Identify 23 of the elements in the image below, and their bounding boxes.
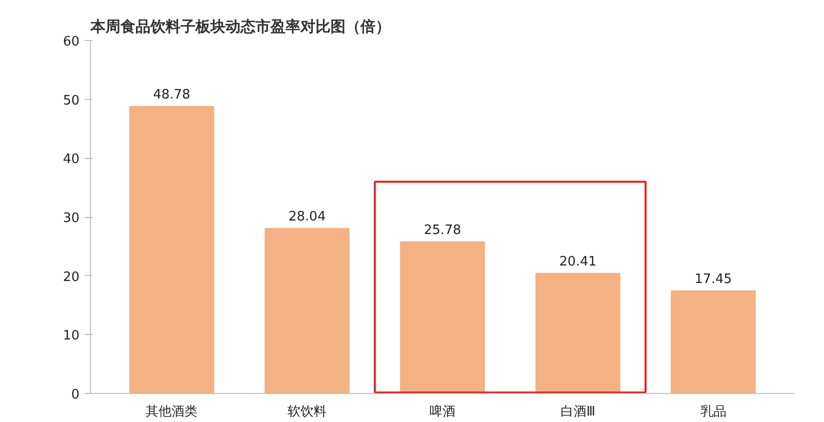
x-tick-label: 乳品 bbox=[700, 404, 726, 420]
bar bbox=[400, 241, 485, 394]
bar bbox=[129, 106, 214, 394]
x-tick-label: 白酒Ⅲ bbox=[560, 404, 596, 420]
data-label: 25.78 bbox=[424, 222, 462, 238]
y-tick-label: 60 bbox=[62, 34, 80, 50]
data-label: 20.41 bbox=[559, 254, 596, 270]
y-tick-label: 0 bbox=[71, 388, 80, 402]
chart-title: 本周食品饮料子板块动态市盈率对比图（倍） bbox=[90, 18, 390, 36]
x-tick-label: 啤酒 bbox=[430, 404, 456, 420]
y-tick-label: 50 bbox=[62, 93, 80, 108]
y-tick-label: 40 bbox=[62, 152, 80, 168]
y-tick-label: 20 bbox=[62, 270, 80, 285]
bar bbox=[264, 228, 350, 394]
y-tick-label: 30 bbox=[62, 211, 80, 226]
bar bbox=[535, 272, 620, 394]
y-tick-label: 10 bbox=[62, 328, 80, 344]
data-label: 48.78 bbox=[153, 88, 190, 103]
x-tick-label: 软饮料 bbox=[288, 404, 327, 420]
bar bbox=[670, 290, 756, 394]
x-tick-label: 其他酒类 bbox=[146, 404, 198, 420]
data-label: 17.45 bbox=[694, 272, 732, 287]
data-label: 28.04 bbox=[288, 210, 326, 225]
